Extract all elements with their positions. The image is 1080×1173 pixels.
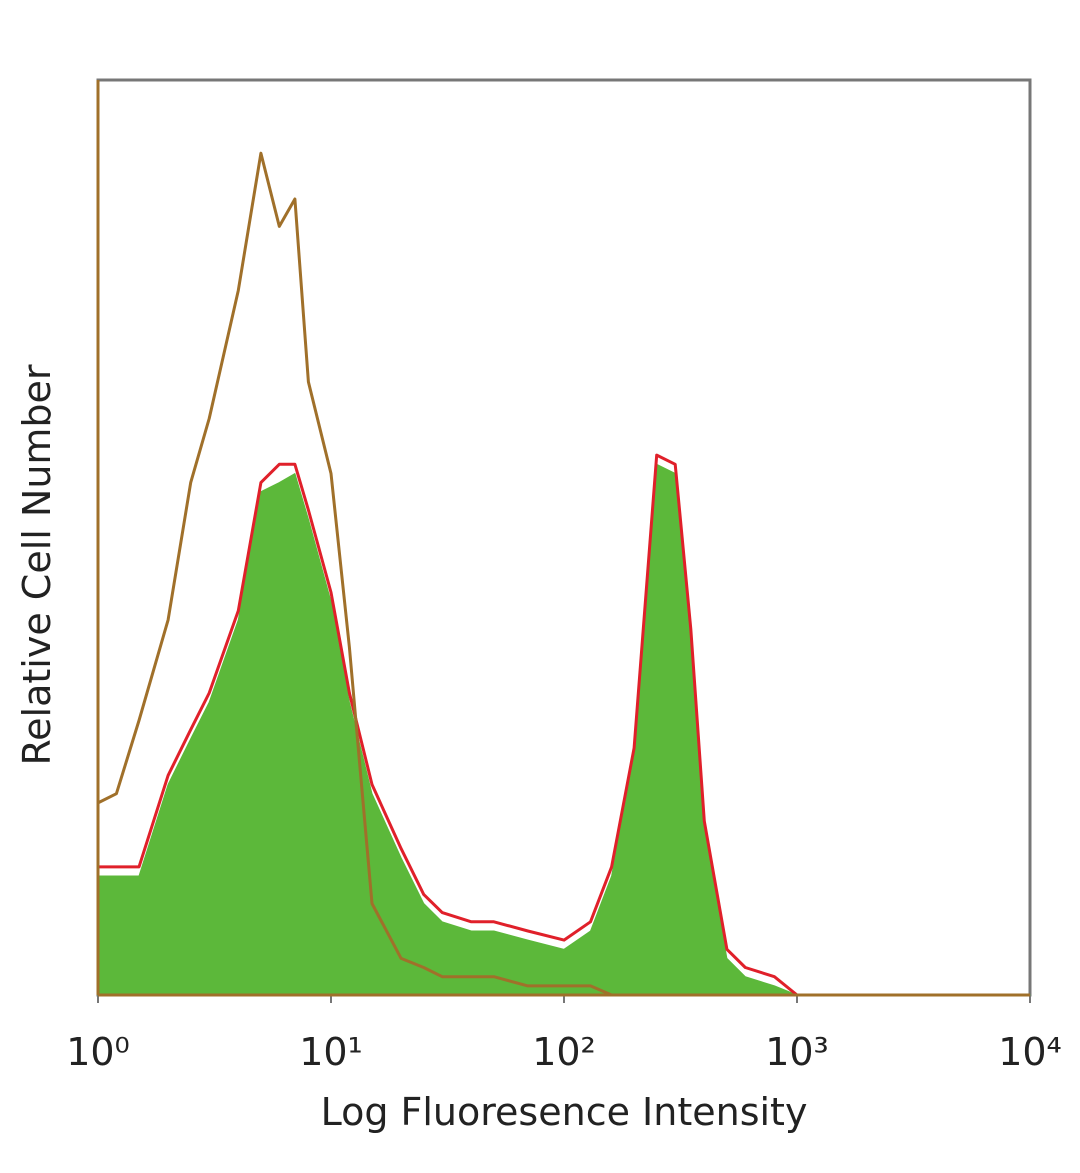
x-tick-label: 10¹ — [299, 1030, 363, 1074]
histogram-area — [97, 463, 1031, 996]
x-axis-label: Log Fluoresence Intensity — [321, 1090, 808, 1134]
y-axis-label: Relative Cell Number — [15, 364, 59, 765]
histogram-line — [98, 453, 1030, 997]
x-tick-label: 10³ — [765, 1030, 829, 1074]
x-tick-label: 10⁴ — [998, 1030, 1062, 1074]
x-tick-label: 10⁰ — [66, 1030, 130, 1074]
x-tick-label: 10² — [532, 1030, 596, 1074]
